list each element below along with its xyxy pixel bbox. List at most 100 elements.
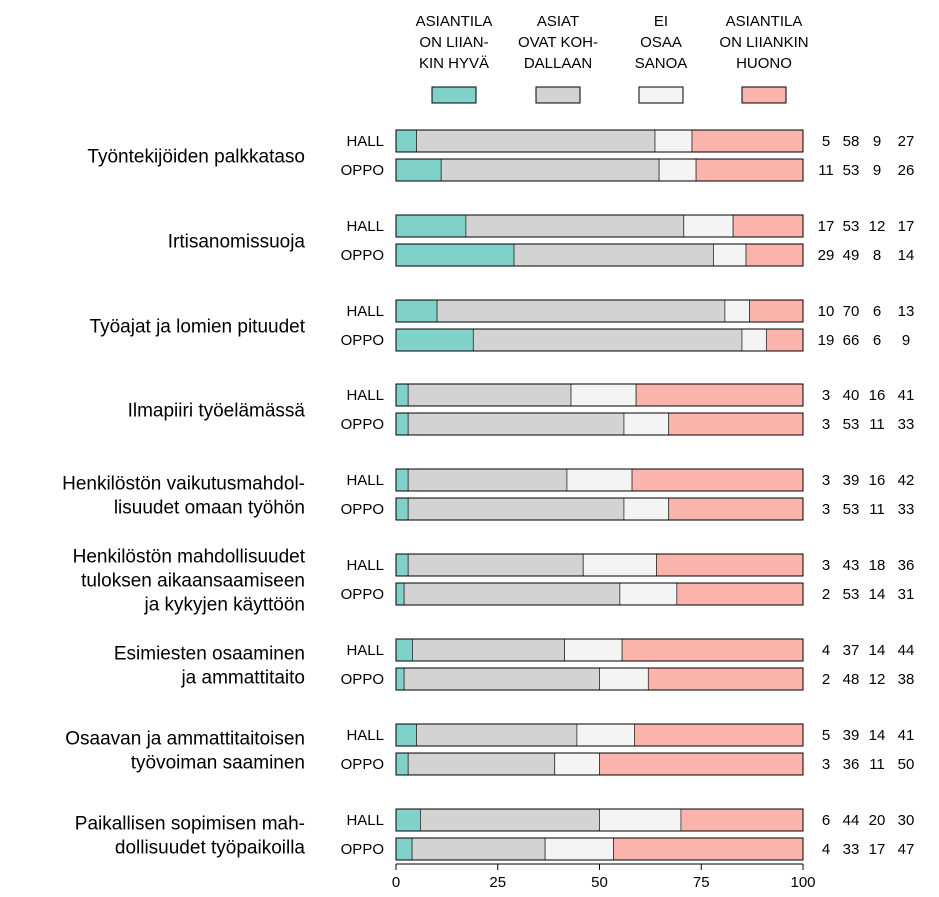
data-value-label: 3 [822, 472, 830, 489]
data-value-label: 17 [869, 841, 886, 858]
legend-label: HUONO [736, 55, 792, 72]
bar-segment [749, 299, 804, 323]
bar-segment [732, 214, 804, 238]
bar-segment [513, 243, 714, 267]
bar-segment [420, 808, 600, 832]
data-value-label: 4 [822, 841, 830, 858]
bar-segment [440, 158, 660, 182]
category-label: Osaavan ja ammattitaitoisen [65, 729, 305, 750]
bar-segment [465, 214, 685, 238]
data-value-label: 53 [843, 218, 860, 235]
bar-segment [621, 638, 804, 662]
data-value-label: 29 [818, 247, 835, 264]
bar-segment [691, 129, 804, 153]
bar-segment [416, 723, 578, 747]
data-value-label: 16 [869, 472, 886, 489]
category-label: lisuudet omaan työhön [114, 498, 305, 519]
bar-segment [395, 328, 474, 352]
data-value-label: 58 [843, 133, 860, 150]
data-value-label: 9 [873, 162, 881, 179]
bar-segment [395, 299, 438, 323]
bar-segment [676, 582, 804, 606]
bar-outline [395, 553, 804, 577]
bar-segment [403, 582, 621, 606]
category-label: Irtisanomissuoja [168, 232, 306, 253]
bar-segment [599, 808, 682, 832]
group-label: OPPO [341, 501, 384, 518]
x-tick-label: 25 [489, 874, 506, 891]
bar-segment [407, 497, 625, 521]
bar-segment [599, 667, 649, 691]
data-value-label: 16 [869, 387, 886, 404]
bar-segment [635, 383, 804, 407]
legend-label: ASIANTILA [726, 13, 803, 30]
category-label: Työntekijöiden palkkataso [87, 147, 305, 168]
bar-segment [395, 468, 409, 492]
bar-outline [395, 582, 804, 606]
category-label: Esimiesten osaaminen [114, 644, 305, 665]
data-value-label: 39 [843, 727, 860, 744]
x-tick-label: 100 [790, 874, 815, 891]
group-label: OPPO [341, 162, 384, 179]
data-value-label: 14 [869, 586, 886, 603]
data-value-label: 44 [898, 642, 915, 659]
x-tick-label: 0 [392, 874, 400, 891]
bar-segment [395, 243, 515, 267]
data-value-label: 14 [898, 247, 915, 264]
bar-segment [668, 412, 804, 436]
data-value-label: 38 [898, 671, 915, 688]
bar-outline [395, 299, 804, 323]
data-value-label: 48 [843, 671, 860, 688]
bar-outline [395, 214, 804, 238]
group-label: OPPO [341, 247, 384, 264]
category-label: Ilmapiiri työelämässä [128, 401, 306, 422]
data-value-label: 30 [898, 812, 915, 829]
bar-segment [416, 129, 656, 153]
bar-segment [395, 582, 405, 606]
legend-swatch [431, 86, 477, 104]
bar-segment [407, 412, 625, 436]
bar-outline [395, 497, 804, 521]
data-value-label: 12 [869, 671, 886, 688]
bar-segment [613, 837, 804, 861]
bar-segment [634, 723, 804, 747]
data-value-label: 47 [898, 841, 915, 858]
data-value-label: 14 [869, 727, 886, 744]
bar-segment [623, 497, 670, 521]
data-value-label: 3 [822, 416, 830, 433]
x-tick-label: 50 [591, 874, 608, 891]
bar-segment [395, 752, 409, 776]
data-value-label: 10 [818, 303, 835, 320]
data-value-label: 44 [843, 812, 860, 829]
bar-segment [395, 214, 467, 238]
data-value-label: 13 [898, 303, 915, 320]
bar-outline [395, 243, 804, 267]
bar-segment [407, 752, 556, 776]
group-label: HALL [346, 472, 384, 489]
bar-outline [395, 667, 804, 691]
data-value-label: 11 [818, 162, 834, 179]
data-value-label: 11 [869, 416, 885, 433]
bar-segment [395, 553, 409, 577]
category-label: Henkilöstön mahdollisuudet [73, 547, 306, 568]
group-label: HALL [346, 133, 384, 150]
group-label: HALL [346, 303, 384, 320]
bar-segment [407, 553, 584, 577]
legend-swatch [638, 86, 684, 104]
bar-segment [566, 468, 633, 492]
group-label: OPPO [341, 671, 384, 688]
data-value-label: 2 [822, 586, 830, 603]
bar-segment [403, 667, 600, 691]
bar-segment [407, 383, 572, 407]
bar-outline [395, 808, 804, 832]
data-value-label: 11 [869, 756, 885, 773]
category-label: Paikallisen sopimisen mah- [75, 814, 305, 835]
data-value-label: 42 [898, 472, 915, 489]
bar-segment [395, 383, 409, 407]
legend-label: DALLAAN [524, 55, 592, 72]
legend-label: SANOA [635, 55, 688, 72]
bar-outline [395, 129, 804, 153]
bar-segment [412, 638, 565, 662]
data-value-label: 43 [843, 557, 860, 574]
